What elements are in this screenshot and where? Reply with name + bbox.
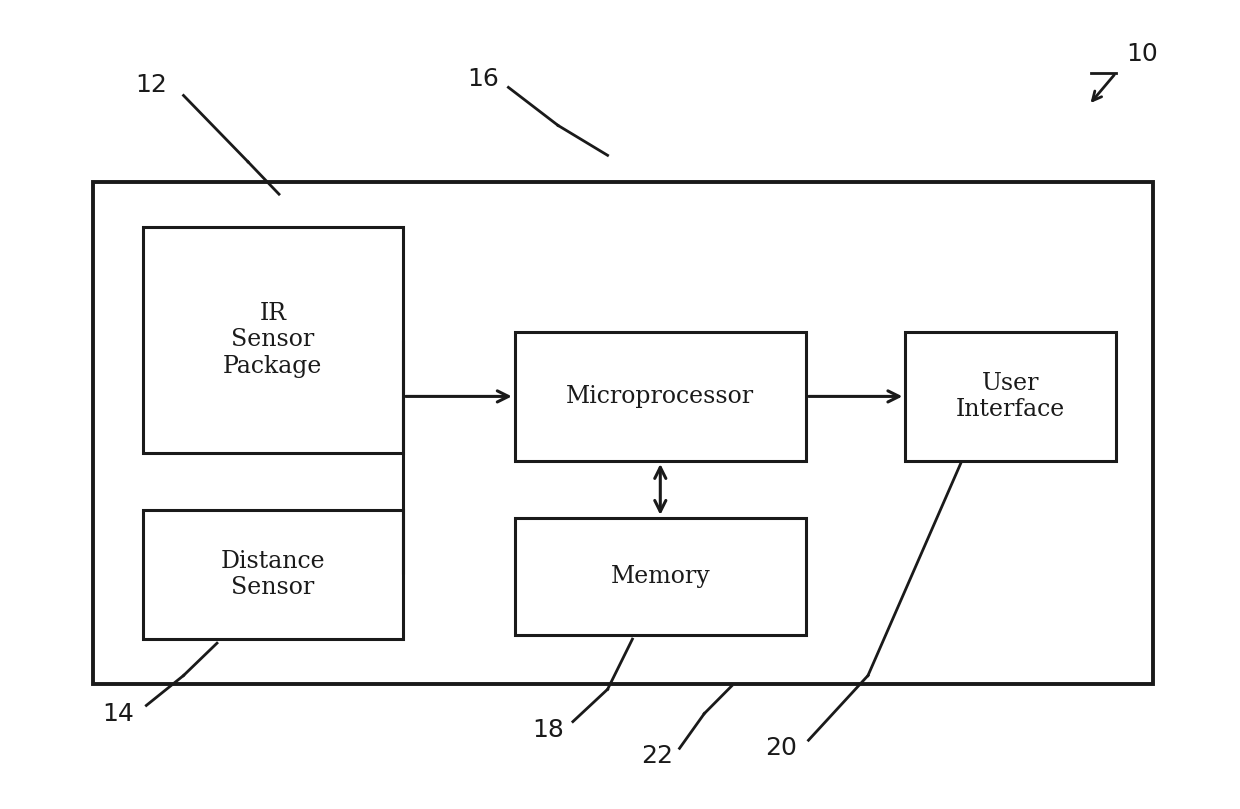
Text: User
Interface: User Interface	[956, 371, 1065, 421]
Text: 16: 16	[467, 67, 500, 91]
Text: Microprocessor: Microprocessor	[567, 385, 754, 408]
Bar	[143, 510, 403, 639]
Text: 14: 14	[102, 701, 134, 726]
Text: IR
Sensor
Package: IR Sensor Package	[223, 302, 322, 378]
Text: 20: 20	[765, 736, 797, 760]
Bar	[93, 182, 1153, 684]
Text: 10: 10	[1126, 42, 1158, 66]
Bar	[515, 332, 806, 461]
Bar	[143, 227, 403, 453]
Text: 22: 22	[641, 744, 673, 769]
Bar	[515, 518, 806, 635]
Text: 12: 12	[135, 73, 167, 97]
Text: Memory: Memory	[610, 565, 711, 588]
Bar	[905, 332, 1116, 461]
Text: Distance
Sensor: Distance Sensor	[221, 549, 325, 599]
Text: 18: 18	[532, 718, 564, 742]
